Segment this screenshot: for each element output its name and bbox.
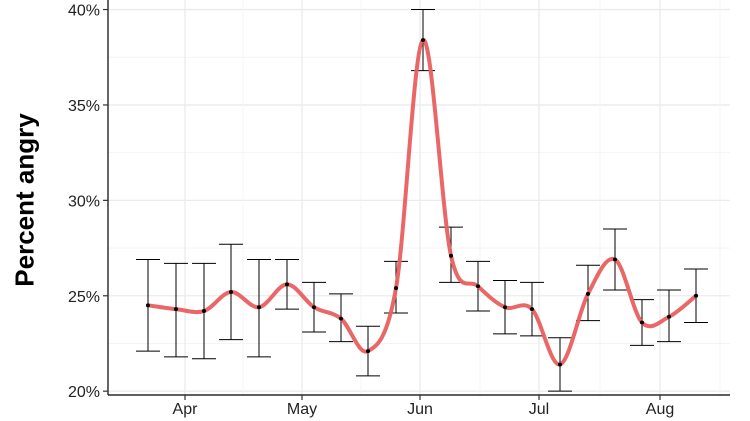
axes bbox=[107, 0, 730, 396]
data-points bbox=[146, 38, 698, 367]
series-line bbox=[146, 38, 698, 367]
data-point bbox=[586, 291, 590, 296]
y-tick-label: 20% bbox=[68, 384, 100, 401]
series-line-group bbox=[146, 38, 698, 367]
y-tick-label: 35% bbox=[68, 98, 100, 115]
data-point bbox=[174, 307, 178, 312]
y-tick-label: 25% bbox=[68, 289, 100, 306]
data-point bbox=[257, 305, 261, 310]
x-tick-label: Apr bbox=[173, 401, 199, 418]
data-point bbox=[202, 309, 206, 314]
x-tick-label: May bbox=[287, 401, 317, 418]
data-point bbox=[694, 293, 698, 298]
data-point bbox=[285, 282, 289, 287]
data-point bbox=[613, 257, 617, 262]
data-point bbox=[558, 362, 562, 367]
data-point bbox=[229, 289, 233, 294]
data-point bbox=[339, 316, 343, 321]
x-axis-ticks: Apr May Jun Jul Aug bbox=[173, 395, 674, 418]
data-point bbox=[449, 253, 453, 258]
x-tick-label: Aug bbox=[646, 401, 674, 418]
data-point bbox=[476, 284, 480, 289]
data-point bbox=[640, 320, 644, 325]
data-point bbox=[667, 314, 671, 319]
x-tick-label: Jun bbox=[407, 401, 433, 418]
data-point bbox=[503, 305, 507, 310]
y-axis-label-box: Percent angry bbox=[2, 0, 48, 421]
y-axis-label: Percent angry bbox=[9, 113, 40, 287]
x-tick-label: Jul bbox=[529, 401, 549, 418]
error-bars bbox=[136, 9, 708, 392]
data-point bbox=[421, 38, 425, 43]
grid-lines bbox=[108, 0, 730, 395]
data-point bbox=[366, 349, 370, 354]
data-point bbox=[530, 307, 534, 312]
data-point bbox=[394, 286, 398, 291]
y-tick-label: 40% bbox=[68, 3, 100, 20]
y-axis-ticks: 20% 25% 30% 35% 40% bbox=[68, 3, 108, 401]
y-tick-label: 30% bbox=[68, 193, 100, 210]
data-point bbox=[146, 303, 150, 308]
data-point bbox=[312, 305, 316, 310]
